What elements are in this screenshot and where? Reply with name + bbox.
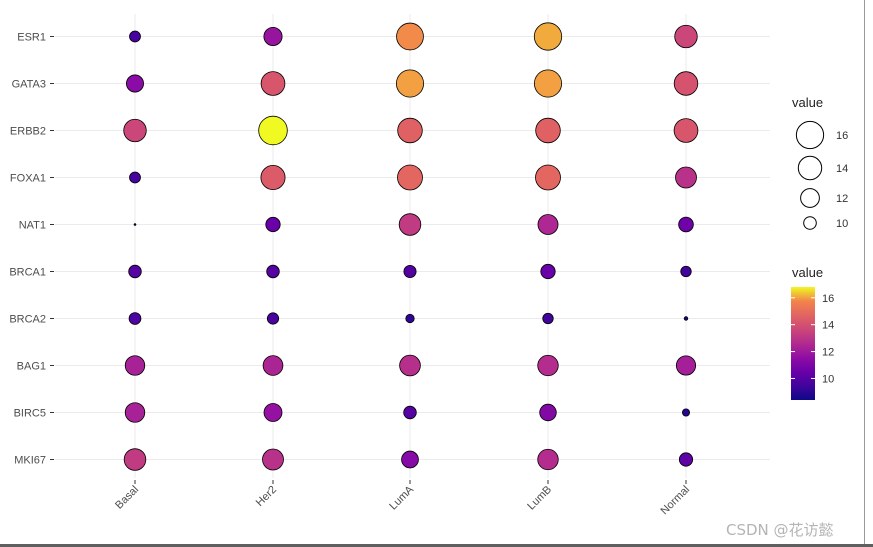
data-point — [265, 216, 281, 233]
data-point — [396, 22, 424, 51]
x-tick-label: LumA — [387, 483, 416, 512]
data-point — [398, 213, 422, 236]
data-point — [263, 26, 283, 47]
data-point — [133, 223, 137, 226]
data-point — [128, 264, 142, 279]
data-point — [673, 71, 699, 96]
data-point — [266, 312, 280, 325]
data-point — [128, 312, 142, 325]
data-point — [124, 402, 146, 423]
size-legend-label: 16 — [836, 130, 848, 142]
right-border — [864, 0, 865, 547]
data-point — [674, 24, 698, 49]
data-point — [405, 313, 415, 324]
color-legend-label: 16 — [822, 293, 834, 305]
data-point — [537, 214, 559, 235]
size-legend-label: 14 — [836, 163, 848, 175]
y-tick-label: ESR1 — [17, 32, 46, 44]
data-point — [129, 30, 141, 43]
data-point — [397, 164, 423, 191]
y-tick-label: BRCA1 — [9, 267, 46, 279]
x-tick-label: LumB — [525, 484, 554, 513]
data-point — [123, 448, 147, 471]
size-legend-label: 12 — [836, 193, 848, 205]
color-legend-label: 14 — [822, 320, 834, 332]
size-legend-title: value — [792, 95, 823, 110]
y-tick-label: BIRC5 — [14, 408, 46, 420]
data-point — [395, 69, 425, 98]
data-point — [263, 403, 283, 422]
data-point — [535, 164, 561, 191]
color-legend-bar — [791, 287, 815, 400]
size-legend-label: 10 — [836, 218, 848, 230]
color-legend-label: 10 — [822, 373, 834, 385]
legends: value value 16 14 12 10 16 14 12 10 — [791, 95, 848, 400]
size-legend-key — [797, 155, 823, 181]
size-legend-key — [800, 188, 820, 208]
color-legend-label: 12 — [822, 347, 834, 359]
data-point — [675, 355, 697, 376]
bottom-border — [0, 544, 873, 547]
data-points — [123, 22, 699, 471]
y-tick-label: ERBB2 — [10, 126, 46, 138]
y-tick-label: BAG1 — [17, 361, 46, 373]
data-point — [401, 450, 419, 469]
data-point — [397, 117, 423, 144]
data-point — [262, 448, 284, 471]
data-point — [266, 264, 280, 279]
watermark-text: CSDN @花访懿 — [726, 521, 834, 539]
x-tick-label: Her2 — [254, 484, 279, 509]
data-point — [673, 118, 699, 143]
x-tick-label: Basal — [113, 484, 141, 512]
axes: ESR1 GATA3 ERBB2 FOXA1 NAT1 BRCA1 BRCA2 BAG1 BIR… — [9, 32, 692, 518]
color-legend-title: value — [792, 265, 823, 280]
data-point — [678, 452, 694, 467]
data-point — [399, 354, 421, 377]
data-point — [680, 265, 692, 278]
y-tick-label: FOXA1 — [10, 173, 46, 185]
size-legend-key — [795, 120, 825, 150]
data-point — [533, 22, 563, 51]
data-point — [682, 408, 691, 417]
y-tick-label: NAT1 — [19, 220, 46, 232]
data-point — [123, 118, 147, 143]
data-point — [533, 69, 563, 98]
y-tick-label: BRCA2 — [9, 314, 46, 326]
data-point — [537, 448, 559, 471]
data-point — [539, 403, 557, 422]
data-point — [126, 74, 144, 93]
data-point — [403, 264, 417, 278]
data-point — [124, 355, 146, 376]
data-point — [678, 216, 694, 233]
data-point — [258, 115, 288, 146]
data-point — [542, 312, 554, 325]
data-point — [540, 263, 556, 280]
data-point — [260, 71, 286, 96]
data-point — [403, 405, 417, 420]
y-tick-label: MKI67 — [14, 455, 46, 467]
data-point — [537, 354, 559, 377]
data-point — [535, 117, 561, 144]
data-point — [262, 355, 284, 376]
y-tick-label: GATA3 — [12, 79, 46, 91]
data-point — [260, 164, 286, 190]
data-point — [129, 171, 141, 184]
x-tick-label: Normal — [659, 484, 693, 518]
data-point — [675, 166, 697, 189]
size-legend-key — [803, 216, 817, 230]
data-point — [683, 316, 689, 321]
